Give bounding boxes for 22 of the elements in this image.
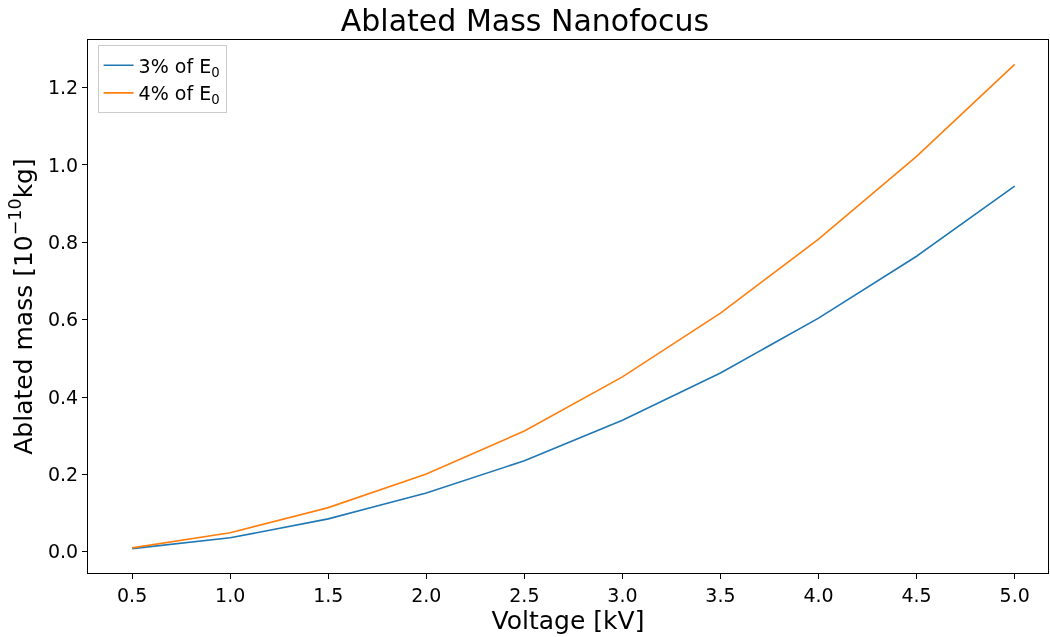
y-tick-label: 0.4 <box>47 385 79 408</box>
chart-title: Ablated Mass Nanofocus <box>340 2 710 38</box>
x-tick-label: 0.5 <box>117 583 148 606</box>
y-tick-label: 0.0 <box>47 540 79 563</box>
line-series <box>131 185 1016 550</box>
legend-label: 4% of E$_{0}$ <box>138 82 220 108</box>
x-axis-title: Voltage [kV] <box>491 605 645 635</box>
x-tick-label: 3.0 <box>607 583 638 606</box>
x-tick-label: 5.0 <box>999 583 1030 606</box>
y-tick-label: 0.2 <box>47 463 79 486</box>
x-tick-label: 1.0 <box>215 583 246 606</box>
y-tick-label: 1.0 <box>47 153 79 176</box>
x-tick-label: 2.5 <box>509 583 540 606</box>
x-tick-label: 3.5 <box>705 583 736 606</box>
legend-label: 3% of E$_{0}$ <box>138 54 220 80</box>
x-tick-label: 4.5 <box>901 583 932 606</box>
y-tick-label: 0.8 <box>47 230 79 253</box>
y-tick-label: 1.2 <box>47 76 79 99</box>
x-tick-label: 2.0 <box>411 583 442 606</box>
x-tick-label: 4.0 <box>803 583 834 606</box>
x-tick-label: 1.5 <box>313 583 344 606</box>
y-tick-label: 0.6 <box>47 308 79 331</box>
